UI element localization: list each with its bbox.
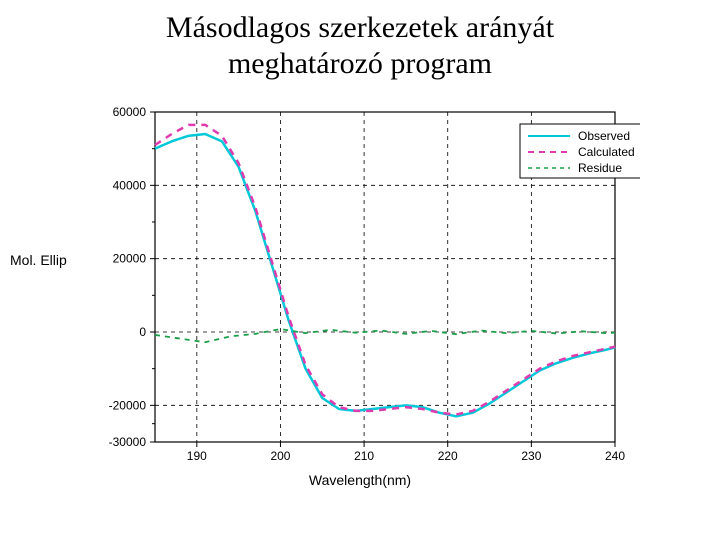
svg-text:200: 200 [270,449,290,463]
svg-text:190: 190 [187,449,207,463]
y-axis-label: Mol. Ellip [10,252,67,268]
svg-text:Residue: Residue [578,161,622,175]
x-axis-label: Wavelength(nm) [309,472,411,488]
chart-svg: 190 200 210 220 230 240 -30000 -20000 0 20000 4000… [80,102,640,472]
svg-text:240: 240 [605,449,625,463]
svg-text:20000: 20000 [113,252,147,266]
svg-text:210: 210 [354,449,374,463]
svg-text:40000: 40000 [113,178,147,192]
svg-text:60000: 60000 [113,105,147,119]
svg-text:-20000: -20000 [109,398,147,412]
svg-text:230: 230 [521,449,541,463]
svg-text:Observed: Observed [578,129,630,143]
title-line1: Másodlagos szerkezetek arányát [166,11,554,44]
title-line2: meghatározó program [228,47,492,80]
svg-text:Calculated: Calculated [578,145,635,159]
svg-text:220: 220 [438,449,458,463]
cd-spectrum-chart: Mol. Ellip 190200210220230240-30000-2000… [80,102,640,482]
svg-text:0: 0 [139,325,146,339]
svg-text:-30000: -30000 [109,435,147,449]
